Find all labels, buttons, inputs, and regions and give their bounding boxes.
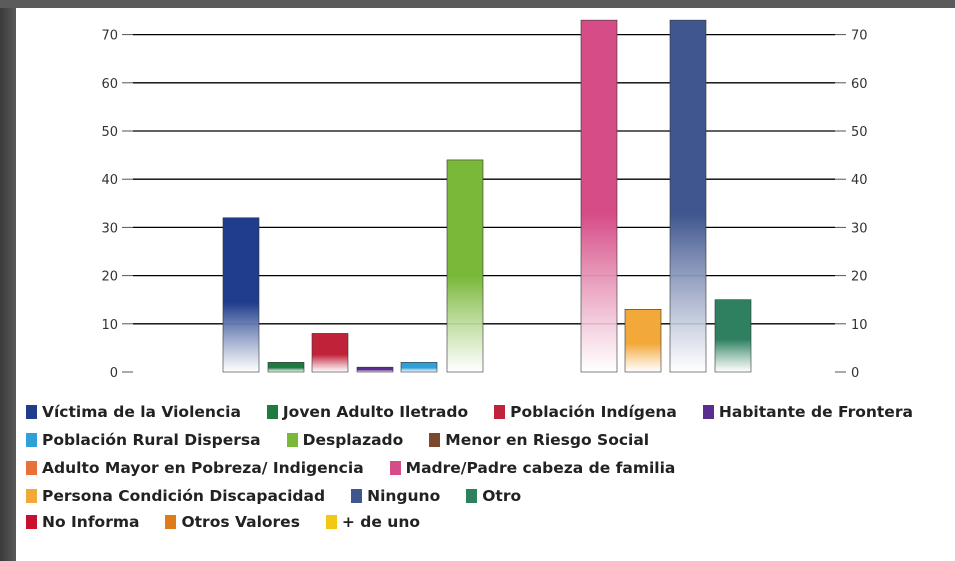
legend-swatch <box>325 515 337 529</box>
legend-item: Adulto Mayor en Pobreza/ Indigencia <box>26 459 364 477</box>
legend-item: Otro <box>466 487 521 505</box>
legend-item: Desplazado <box>286 431 404 449</box>
legend-item: Población Indígena <box>494 403 677 421</box>
legend-item: Víctima de la Violencia <box>26 403 241 421</box>
chart-panel <box>16 8 955 561</box>
y-tick-left: 20 <box>101 270 118 285</box>
legend-item: Habitante de Frontera <box>702 403 913 421</box>
legend-swatch <box>466 489 478 503</box>
legend-label: Joven Adulto Iletrado <box>282 403 469 421</box>
bars <box>222 19 752 373</box>
y-tick-left: 50 <box>101 125 118 140</box>
legend-item: Ninguno <box>351 487 440 505</box>
legend-item: Madre/Padre cabeza de familia <box>389 459 676 477</box>
bar-5 <box>400 362 438 373</box>
legend-swatch <box>702 405 714 419</box>
y-tick-right: 70 <box>851 29 868 44</box>
legend: Víctima de la Violencia Joven Adulto Ilet… <box>26 398 951 534</box>
legend-swatch <box>26 461 37 475</box>
legend-swatch <box>494 405 506 419</box>
legend-swatch <box>26 489 37 503</box>
legend-swatch <box>26 433 37 447</box>
legend-row: Población Rural Dispersa Desplazado Menor … <box>26 426 951 454</box>
bar-10 <box>624 309 662 373</box>
legend-label: No Informa <box>42 513 140 531</box>
legend-label: Adulto Mayor en Pobreza/ Indigencia <box>42 459 364 477</box>
legend-row: Víctima de la Violencia Joven Adulto Ilet… <box>26 398 951 426</box>
y-tick-left: 40 <box>101 173 118 188</box>
y-tick-left: 70 <box>101 29 118 44</box>
legend-label: Población Indígena <box>510 403 677 421</box>
slide-frame-top <box>0 0 955 8</box>
bar-11 <box>669 19 707 373</box>
y-axis-right: 0 10 20 30 40 50 60 70 <box>835 29 868 381</box>
y-tick-right: 50 <box>851 125 868 140</box>
y-tick-right: 40 <box>851 173 868 188</box>
legend-item: Persona Condición Discapacidad <box>26 487 325 505</box>
bar-1 <box>222 217 260 373</box>
legend-label: + de uno <box>341 513 421 531</box>
legend-swatch <box>389 461 401 475</box>
legend-swatch <box>266 405 278 419</box>
legend-swatch <box>26 515 37 529</box>
legend-swatch <box>286 433 298 447</box>
legend-swatch <box>165 515 177 529</box>
bar-chart: 0 10 20 30 40 50 60 70 0 10 20 30 40 50 60 70 <box>101 19 868 381</box>
legend-label: Otros Valores <box>181 513 300 531</box>
y-tick-right: 60 <box>851 77 868 92</box>
legend-label: Desplazado <box>302 431 404 449</box>
slide-frame-left <box>0 0 16 561</box>
legend-label: Persona Condición Discapacidad <box>42 487 326 505</box>
bar-9 <box>580 19 618 373</box>
legend-swatch <box>351 489 363 503</box>
legend-label: Madre/Padre cabeza de familia <box>405 459 676 477</box>
y-tick-right: 10 <box>851 318 868 333</box>
y-tick-left: 60 <box>101 77 118 92</box>
legend-swatch <box>429 433 441 447</box>
legend-item: Otros Valores <box>165 513 300 531</box>
bar-3 <box>311 333 349 373</box>
legend-label: Población Rural Dispersa <box>42 431 261 449</box>
legend-item: Población Rural Dispersa <box>26 431 261 449</box>
legend-label: Otro <box>482 487 522 505</box>
legend-row: Persona Condición Discapacidad Ninguno Otr… <box>26 482 951 510</box>
legend-label: Menor en Riesgo Social <box>445 431 650 449</box>
legend-item: Menor en Riesgo Social <box>429 431 649 449</box>
legend-item: Joven Adulto Iletrado <box>266 403 469 421</box>
legend-item: + de uno <box>325 513 421 531</box>
legend-label: Ninguno <box>367 487 441 505</box>
bar-2 <box>267 362 305 373</box>
legend-swatch <box>26 405 37 419</box>
legend-label: Habitante de Frontera <box>718 403 913 421</box>
bar-4 <box>356 366 394 373</box>
legend-item: No Informa <box>26 513 139 531</box>
legend-label: Víctima de la Violencia <box>42 403 241 421</box>
y-tick-left: 0 <box>110 366 118 381</box>
y-tick-right: 0 <box>851 366 859 381</box>
bar-6 <box>446 159 484 373</box>
y-tick-left: 10 <box>101 318 118 333</box>
y-tick-right: 30 <box>851 221 868 236</box>
legend-row: No Informa Otros Valores + de uno <box>26 510 951 534</box>
legend-row: Adulto Mayor en Pobreza/ Indigencia Madre… <box>26 454 951 482</box>
y-tick-left: 30 <box>101 221 118 236</box>
bar-12 <box>714 299 752 373</box>
y-tick-right: 20 <box>851 270 868 285</box>
y-axis-left: 0 10 20 30 40 50 60 70 <box>101 29 133 381</box>
